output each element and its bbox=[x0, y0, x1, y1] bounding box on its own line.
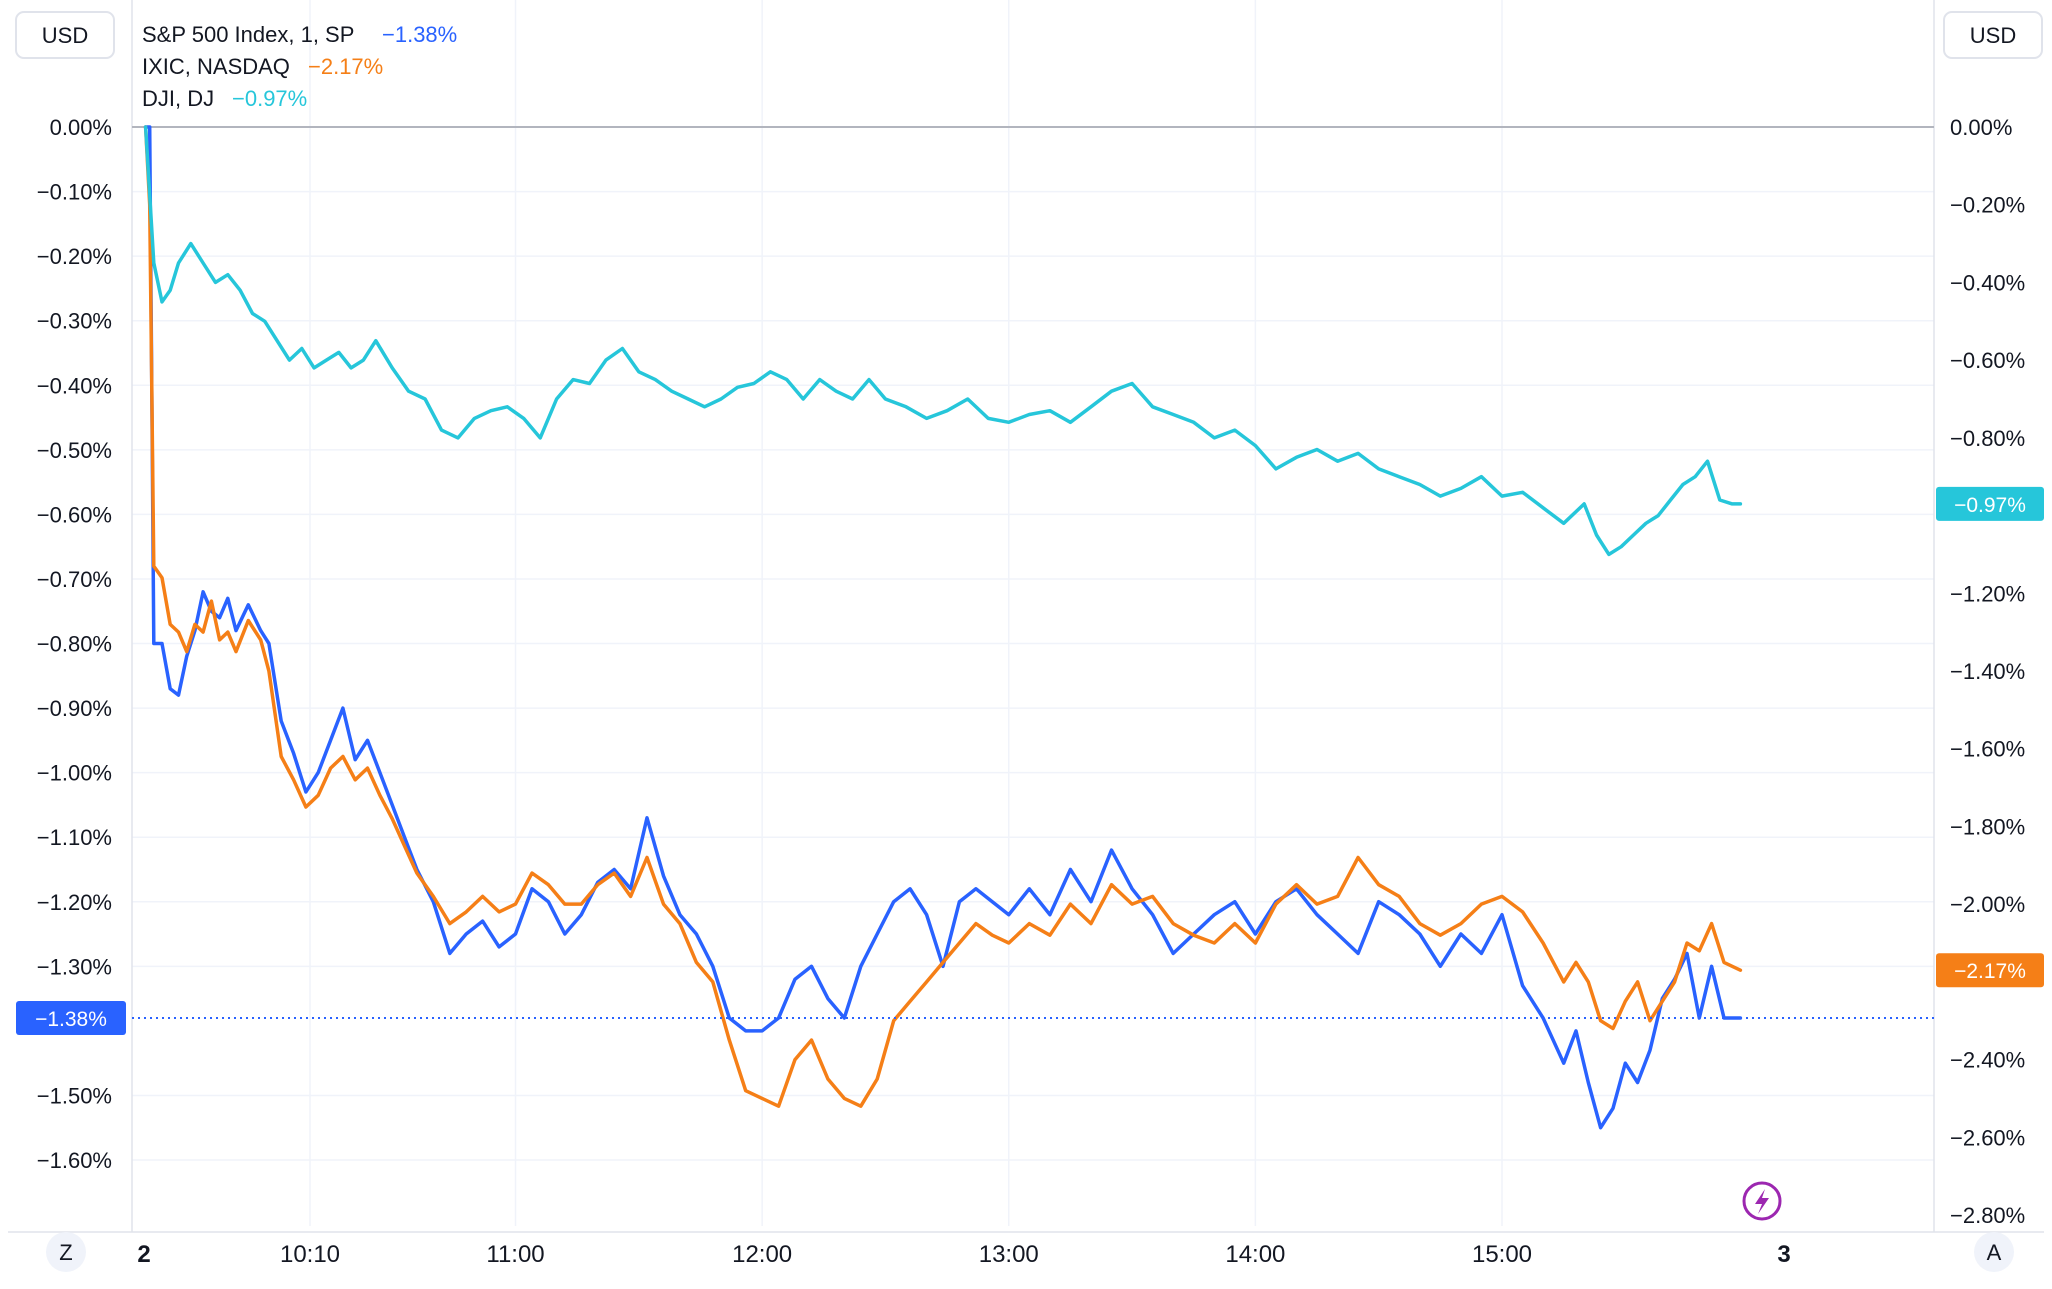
left-axis-tick-label: −0.20% bbox=[37, 244, 112, 269]
scale-z-label: Z bbox=[59, 1240, 72, 1265]
scale-a-label: A bbox=[1987, 1240, 2002, 1265]
left-price-axis[interactable]: 0.00% −0.10% −0.20% −0.30% −0.40% −0.50% −0.60… bbox=[37, 115, 112, 1173]
right-axis-tick-label: −2.60% bbox=[1950, 1125, 2025, 1150]
legend-item-spx[interactable]: S&P 500 Index, 1, SP −1.38% bbox=[142, 22, 457, 47]
currency-button-left[interactable]: USD bbox=[15, 11, 115, 59]
right-axis-tick-label: −2.40% bbox=[1950, 1048, 2025, 1073]
time-axis[interactable]: 2 10:10 11:00 12:00 13:00 14:00 15:00 3 bbox=[137, 1241, 1790, 1268]
ixic-price-badge-text: −2.17% bbox=[1954, 960, 2026, 983]
price-badges: −1.38% −0.97% −2.17% bbox=[16, 486, 2044, 1035]
right-axis-tick-label: −1.80% bbox=[1950, 814, 2025, 839]
currency-label-right: USD bbox=[1970, 23, 2016, 48]
right-axis-tick-label: 0.00% bbox=[1950, 115, 2012, 140]
series-line-spx[interactable] bbox=[143, 125, 1743, 1130]
left-axis-tick-label: −0.50% bbox=[37, 438, 112, 463]
right-axis-tick-label: −0.60% bbox=[1950, 348, 2025, 373]
dji-price-badge: −0.97% bbox=[1936, 486, 2044, 521]
left-axis-tick-label: −0.60% bbox=[37, 502, 112, 527]
time-axis-tick-label: 15:00 bbox=[1472, 1241, 1532, 1268]
time-axis-tick-label: 13:00 bbox=[979, 1241, 1039, 1268]
spx-price-badge-bg bbox=[16, 1000, 126, 1035]
auto-scale-a-button[interactable]: A bbox=[1974, 1232, 2014, 1272]
left-axis-tick-label: −0.70% bbox=[37, 567, 112, 592]
left-axis-tick-label: −0.90% bbox=[37, 696, 112, 721]
left-axis-tick-label: −1.10% bbox=[37, 825, 112, 850]
left-axis-tick-label: −1.00% bbox=[37, 761, 112, 786]
time-axis-tick-label: 3 bbox=[1777, 1241, 1790, 1268]
time-axis-tick-label: 2 bbox=[137, 1241, 150, 1268]
time-axis-tick-label: 10:10 bbox=[280, 1241, 340, 1268]
left-axis-tick-label: −0.10% bbox=[37, 180, 112, 205]
left-axis-tick-label: −1.60% bbox=[37, 1148, 112, 1173]
spx-price-badge-text: −1.38% bbox=[35, 1008, 107, 1031]
legend-label-spx: S&P 500 Index, 1, SP bbox=[142, 22, 354, 47]
legend-label-ixic: IXIC, NASDAQ bbox=[142, 54, 290, 79]
spx-price-badge: −1.38% bbox=[16, 1000, 126, 1035]
right-axis-tick-label: −2.00% bbox=[1950, 892, 2025, 917]
legend-value-ixic: −2.17% bbox=[308, 54, 383, 79]
left-axis-tick-label: −0.80% bbox=[37, 632, 112, 657]
legend-value-spx: −1.38% bbox=[382, 22, 457, 47]
right-axis-tick-label: −1.20% bbox=[1950, 581, 2025, 606]
right-axis-tick-label: −1.40% bbox=[1950, 659, 2025, 684]
legend-item-ixic[interactable]: IXIC, NASDAQ −2.17% bbox=[142, 54, 383, 79]
lightning-icon[interactable] bbox=[1742, 1181, 1782, 1221]
currency-label-left: USD bbox=[42, 23, 88, 48]
left-axis-tick-label: −0.30% bbox=[37, 309, 112, 334]
ixic-price-badge: −2.17% bbox=[1936, 953, 2044, 988]
auto-scale-z-button[interactable]: Z bbox=[46, 1232, 86, 1272]
right-axis-tick-label: −2.80% bbox=[1950, 1203, 2025, 1228]
series-line-dji[interactable] bbox=[143, 125, 1743, 557]
dji-price-badge-text: −0.97% bbox=[1954, 494, 2026, 517]
time-axis-tick-label: 12:00 bbox=[732, 1241, 792, 1268]
dji-price-badge-bg bbox=[1936, 486, 2044, 521]
time-axis-tick-label: 11:00 bbox=[486, 1241, 544, 1268]
right-axis-tick-label: −0.80% bbox=[1950, 426, 2025, 451]
legend[interactable]: S&P 500 Index, 1, SP −1.38% IXIC, NASDAQ… bbox=[142, 22, 457, 111]
left-axis-tick-label: 0.00% bbox=[50, 115, 112, 140]
ixic-price-badge-bg bbox=[1936, 953, 2044, 988]
legend-value-dji: −0.97% bbox=[232, 86, 307, 111]
grid-layer bbox=[8, 0, 2044, 1233]
legend-item-dji[interactable]: DJI, DJ −0.97% bbox=[142, 86, 307, 111]
left-axis-tick-label: −0.40% bbox=[37, 373, 112, 398]
right-price-axis[interactable]: 0.00% −0.20% −0.40% −0.60% −0.80% −1.20% −1.40… bbox=[1950, 115, 2025, 1228]
left-axis-tick-label: −1.30% bbox=[37, 954, 112, 979]
left-axis-tick-label: −1.50% bbox=[37, 1083, 112, 1108]
currency-button-right[interactable]: USD bbox=[1943, 11, 2043, 59]
series-line-ixic[interactable] bbox=[143, 125, 1743, 1108]
series-layer[interactable] bbox=[143, 125, 1743, 1130]
time-axis-tick-label: 14:00 bbox=[1225, 1241, 1285, 1268]
right-axis-tick-label: −0.20% bbox=[1950, 193, 2025, 218]
right-axis-tick-label: −1.60% bbox=[1950, 737, 2025, 762]
left-axis-tick-label: −1.20% bbox=[37, 890, 112, 915]
legend-label-dji: DJI, DJ bbox=[142, 86, 214, 111]
right-axis-tick-label: −0.40% bbox=[1950, 270, 2025, 295]
